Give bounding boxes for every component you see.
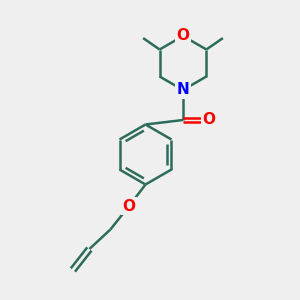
Text: O: O bbox=[202, 112, 215, 128]
Text: O: O bbox=[176, 28, 190, 44]
Text: N: N bbox=[177, 82, 189, 98]
Text: O: O bbox=[122, 199, 136, 214]
